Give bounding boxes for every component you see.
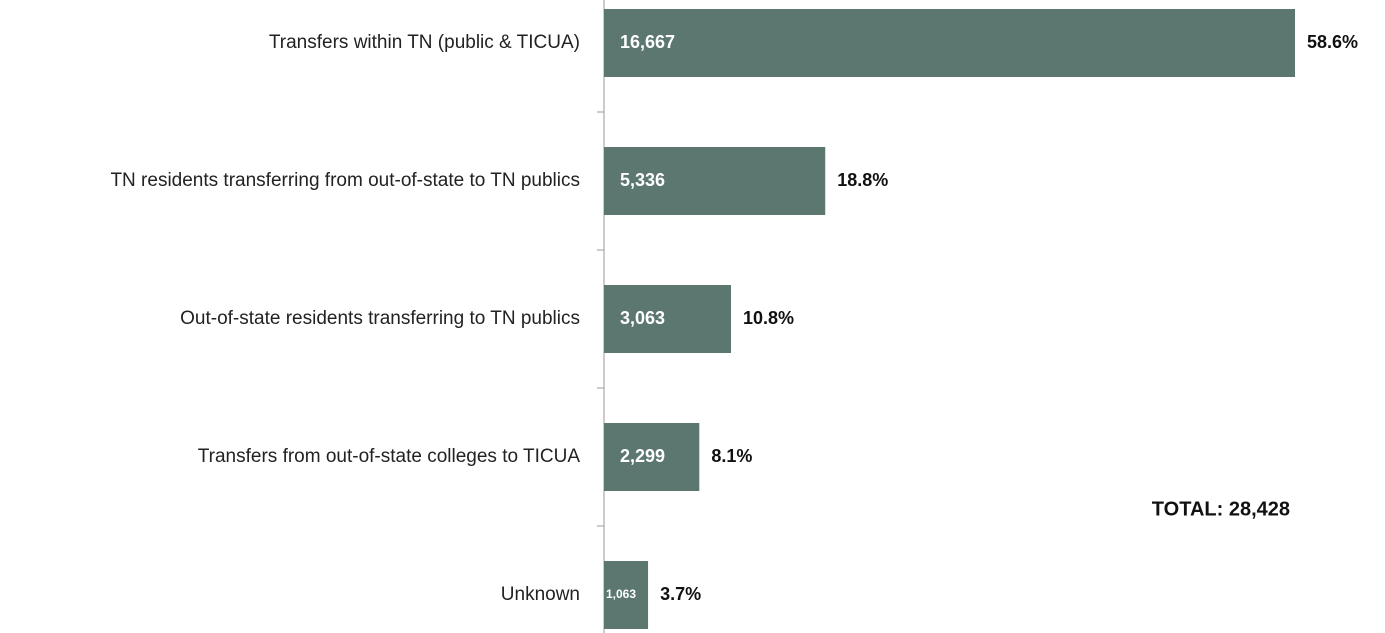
bar (604, 147, 826, 215)
share-label: 8.1% (711, 446, 752, 466)
bar (604, 561, 649, 629)
category-label: Unknown (501, 584, 580, 605)
share-label: 3.7% (660, 584, 701, 604)
value-label: 3,063 (620, 308, 665, 328)
value-label: 5,336 (620, 170, 665, 190)
bar (604, 285, 731, 353)
value-label: 1,063 (606, 587, 636, 601)
share-label: 58.6% (1307, 32, 1358, 52)
value-label: 16,667 (620, 32, 675, 52)
category-label: Out-of-state residents transferring to T… (180, 308, 580, 329)
total-annotation: TOTAL: 28,428 (1152, 498, 1290, 520)
bar (604, 9, 1295, 77)
share-label: 10.8% (743, 308, 794, 328)
share-label: 18.8% (837, 170, 888, 190)
value-label: 2,299 (620, 446, 665, 466)
category-label: TN residents transferring from out-of-st… (110, 170, 580, 191)
bar (604, 423, 700, 491)
category-label: Transfers from out-of-state colleges to … (198, 446, 581, 467)
category-label: Transfers within TN (public & TICUA) (269, 32, 580, 53)
